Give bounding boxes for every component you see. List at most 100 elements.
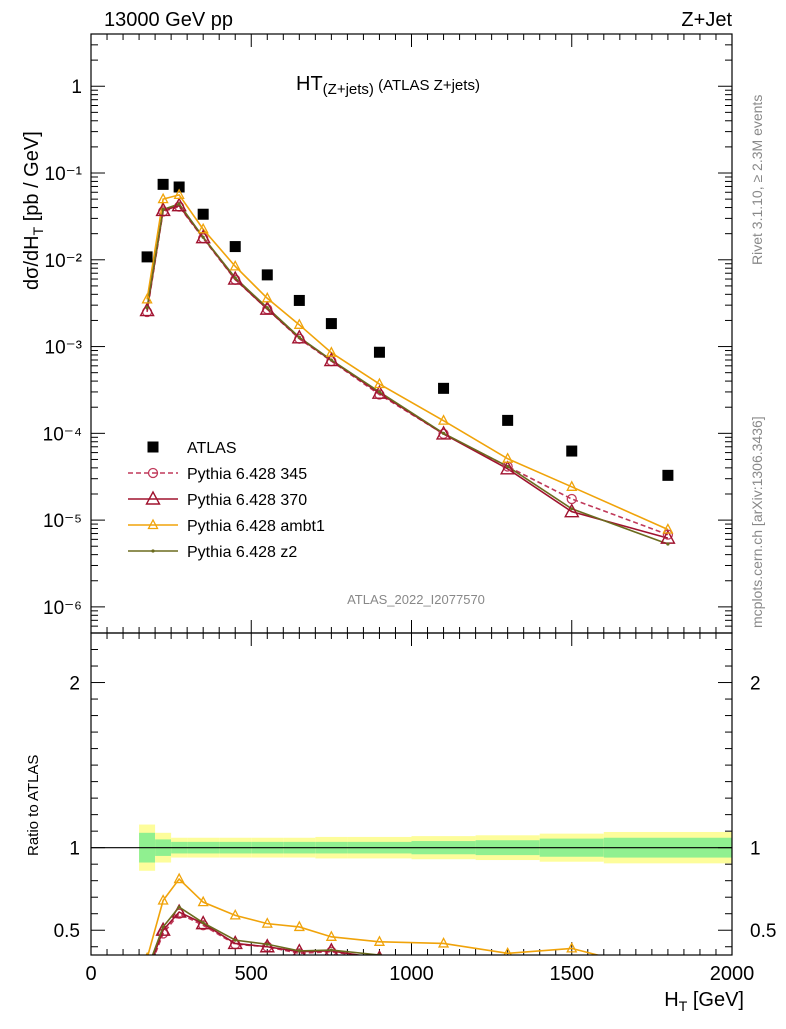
tick-labels: 0 500 1000 1500 2000 10⁻⁶ 10⁻⁵ 10⁻⁴ 10⁻³ 10⁻² 10⁻¹… [43,77,777,985]
legend-marker-ambt1 [147,518,159,530]
ratio-point-z2 [145,968,148,971]
y-tick-label-ratio-left: 2 [69,674,80,695]
main-point-z2 [297,335,301,339]
main-point-ambt1 [173,188,185,200]
main-point-p370 [227,270,243,285]
ratio-point-z2 [265,942,269,946]
main-point-ambt1 [261,291,273,303]
main-point-z2 [377,390,382,394]
main-point-atlas [373,346,385,358]
main-point-p345 [566,493,577,505]
y-tick-label-ratio-right: 0.5 [750,921,776,942]
y-tick-label-main: 10⁻⁴ [43,424,82,445]
main-point-p370 [435,425,452,440]
main-point-z2 [329,358,333,362]
y-tick-label-ratio-right: 1 [750,839,761,860]
main-point-z2 [441,431,446,435]
legend-marker-atlas [147,441,159,453]
x-tick-label: 1500 [550,963,595,985]
ratio-point-p370 [195,915,211,930]
ratio-line-ambt1 [147,877,601,955]
beam-label: 13000 GeV pp [104,9,233,31]
ratio-point-ambt1 [229,908,241,920]
main-point-ambt1 [373,377,386,389]
ratio-point-z2 [201,921,205,925]
ratio-point-p370 [443,954,444,955]
legend-marker-p345 [147,467,159,479]
main-point-p370 [259,300,275,315]
ratio-point-p370 [501,960,514,972]
main-point-ambt1 [502,452,514,463]
main-point-atlas [662,469,674,481]
main-point-atlas [325,318,337,330]
main-point-z2 [265,306,269,310]
y-tick-label-main: 10⁻¹ [45,164,83,185]
main-point-ambt1 [197,222,209,234]
ratio-point-ambt1 [437,937,450,948]
main-point-p370 [564,503,580,518]
main-point-atlas [261,269,273,281]
ratio-point-p370 [227,934,243,950]
main-point-atlas [197,208,209,220]
main-point-z2 [570,507,574,511]
main-point-atlas [229,241,241,253]
main-point-atlas [141,251,153,263]
ratio-point-ambt1 [261,917,273,928]
legend: ATLAS Pythia 6.428 345 Pythia 6.428 370 Pyt… [128,440,325,561]
axis-ticks [90,33,733,955]
y-tick-label-main: 10⁻³ [45,338,83,359]
legend-label-ambt1: Pythia 6.428 ambt1 [187,518,325,535]
plot-title: HT(Z+jets) (ATLAS Z+jets) [296,73,480,98]
ratio-point-p345 [376,953,383,955]
main-point-z2 [177,202,181,206]
main-point-p370 [291,329,308,344]
x-axis-label: HT [GeV] [664,989,744,1014]
ratio-point-z2 [329,948,333,952]
main-point-p370 [139,302,155,317]
y-tick-label-main: 1 [71,77,82,98]
main-point-p370 [371,384,388,399]
y-tick-label-main: 10⁻² [45,251,83,272]
main-point-atlas [173,181,185,193]
y-tick-label-main: 10⁻⁶ [43,598,82,619]
plot-title-rest: (ATLAS Z+jets) [374,77,480,94]
main-point-atlas [293,294,305,306]
ratio-point-z2 [506,963,509,966]
ratio-point-p345 [439,959,448,968]
legend-label-z2: Pythia 6.428 z2 [187,544,297,561]
y-tick-label-main: 10⁻⁵ [43,511,82,532]
main-point-ambt1 [157,192,169,204]
main-point-p370 [171,197,187,212]
plot-title-sub: (Z+jets) [323,81,374,98]
ratio-point-ambt1 [325,930,337,941]
process-label: Z+Jet [681,9,732,31]
plot-title-main: HT [296,73,323,95]
legend-label-p345: Pythia 6.428 345 [187,466,307,483]
legend-label-p370: Pythia 6.428 370 [187,492,307,509]
main-point-p370 [323,352,340,367]
main-point-z2 [666,542,670,546]
ratio-point-ambt1 [197,895,209,907]
main-point-ambt1 [325,346,337,357]
ratio-point-ambt1 [566,942,578,953]
main-point-atlas [566,445,578,457]
y-axis-label-main: dσ/dHT [pb / GeV] [21,131,46,290]
ratio-point-p370 [141,966,154,978]
main-point-ambt1 [662,523,674,534]
x-tick-label: 500 [235,963,268,985]
ratio-point-z2 [233,938,237,942]
uncertainty-bands [91,824,732,871]
ratio-point-z2 [442,962,445,965]
main-point-z2 [506,464,510,469]
ratio-point-z2 [177,905,181,909]
ratio-point-p345 [503,960,512,969]
ratio-point-ambt1 [157,894,169,905]
main-point-ambt1 [437,414,450,425]
legend-marker-p370 [145,490,161,505]
ratio-point-ambt1 [373,935,386,946]
ratio-point-z2 [161,925,165,929]
ratio-point-ambt1 [663,968,672,977]
mcplots-info: mcplots.cern.ch [arXiv:1306.3436] [749,416,765,628]
ratio-point-ambt1 [503,946,512,955]
